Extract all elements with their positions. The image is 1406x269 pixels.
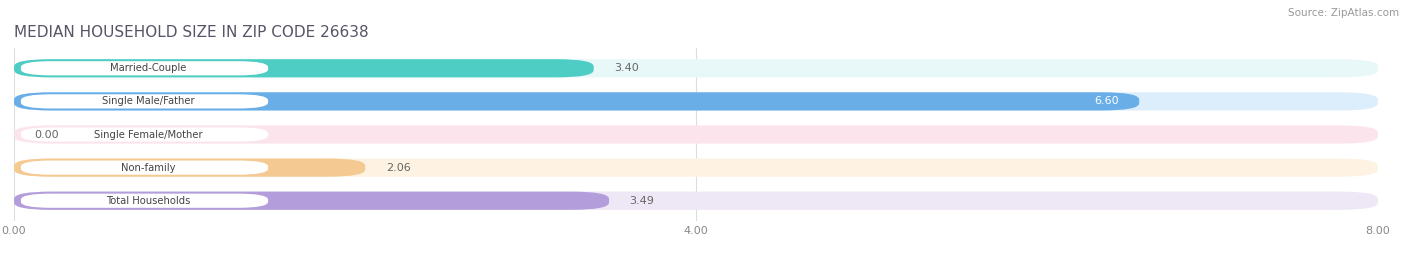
Text: 0.00: 0.00 <box>35 129 59 140</box>
FancyBboxPatch shape <box>14 192 1378 210</box>
Text: Non-family: Non-family <box>121 162 176 173</box>
Text: 3.40: 3.40 <box>614 63 638 73</box>
Text: Single Male/Father: Single Male/Father <box>101 96 194 107</box>
FancyBboxPatch shape <box>14 125 1378 144</box>
Text: 6.60: 6.60 <box>1094 96 1119 107</box>
FancyBboxPatch shape <box>14 92 1139 111</box>
FancyBboxPatch shape <box>14 59 593 77</box>
FancyBboxPatch shape <box>14 158 366 177</box>
Text: Total Households: Total Households <box>105 196 190 206</box>
FancyBboxPatch shape <box>14 192 609 210</box>
Text: Single Female/Mother: Single Female/Mother <box>94 129 202 140</box>
FancyBboxPatch shape <box>14 59 1378 77</box>
FancyBboxPatch shape <box>14 158 1378 177</box>
Text: Source: ZipAtlas.com: Source: ZipAtlas.com <box>1288 8 1399 18</box>
Text: MEDIAN HOUSEHOLD SIZE IN ZIP CODE 26638: MEDIAN HOUSEHOLD SIZE IN ZIP CODE 26638 <box>14 25 368 40</box>
Text: 2.06: 2.06 <box>385 162 411 173</box>
FancyBboxPatch shape <box>21 94 269 108</box>
FancyBboxPatch shape <box>21 61 269 75</box>
FancyBboxPatch shape <box>21 194 269 208</box>
FancyBboxPatch shape <box>21 128 269 141</box>
Text: Married-Couple: Married-Couple <box>110 63 186 73</box>
FancyBboxPatch shape <box>21 161 269 175</box>
Text: 3.49: 3.49 <box>630 196 654 206</box>
FancyBboxPatch shape <box>14 92 1378 111</box>
